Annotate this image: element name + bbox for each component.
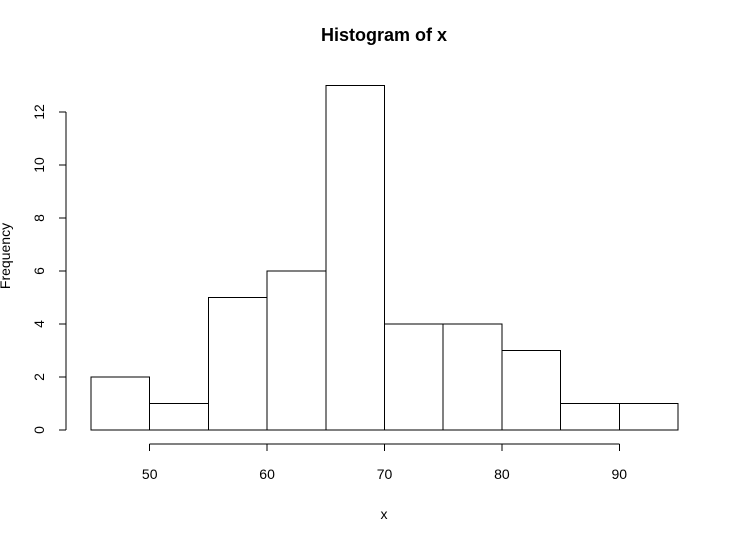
y-tick-label: 4 [31, 320, 47, 328]
x-tick-label: 70 [377, 466, 393, 482]
y-tick-label: 10 [31, 157, 47, 173]
histogram-bar [90, 376, 151, 431]
y-tick-label: 8 [31, 214, 47, 222]
y-axis: 0 2 4 6 8 10 12 [31, 104, 67, 434]
chart-title: Histogram of x [321, 25, 447, 45]
y-tick-label: 6 [31, 267, 47, 275]
x-axis: 50 60 70 80 90 [142, 443, 628, 482]
histogram-bar [501, 350, 562, 431]
x-axis-label: x [381, 506, 388, 522]
y-axis-label: Frequency [0, 223, 13, 289]
x-tick-label: 90 [612, 466, 628, 482]
histogram-bar [149, 403, 209, 431]
y-tick-label: 2 [31, 373, 47, 381]
histogram-bar [442, 323, 503, 431]
histogram-bar [618, 403, 679, 431]
histogram-bar [560, 403, 620, 431]
x-tick-label: 80 [494, 466, 510, 482]
histogram-bar [384, 323, 444, 431]
bars-layer [90, 85, 679, 431]
histogram-bar [207, 297, 268, 431]
histogram-bar [325, 85, 385, 431]
x-tick-label: 50 [142, 466, 158, 482]
y-tick-label: 12 [31, 104, 47, 120]
y-tick-label: 0 [31, 426, 47, 434]
x-tick-label: 60 [259, 466, 275, 482]
histogram-bar [266, 270, 327, 431]
